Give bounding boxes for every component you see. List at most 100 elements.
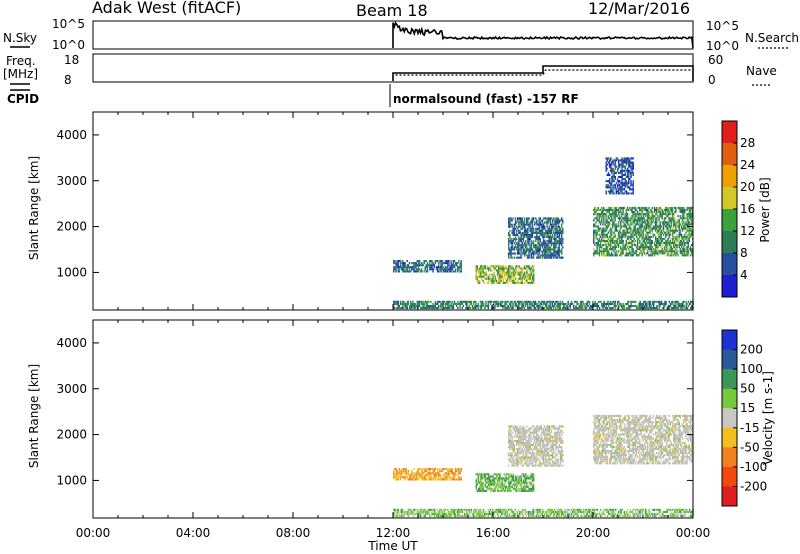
- echo-cell: [503, 473, 506, 476]
- echo-cell: [517, 433, 519, 436]
- echo-cell: [657, 237, 659, 240]
- echo-cell: [493, 300, 495, 303]
- echo-cell: [643, 219, 646, 222]
- echo-cell: [508, 487, 510, 490]
- echo-cell: [670, 208, 673, 211]
- echo-cell: [528, 441, 530, 444]
- echo-cell: [409, 300, 412, 303]
- echo-cell: [605, 186, 607, 189]
- echo-cell: [520, 273, 522, 276]
- echo-cell: [610, 188, 612, 191]
- echo-cell: [617, 159, 620, 162]
- echo-cell: [524, 223, 527, 226]
- echo-cell: [560, 223, 563, 226]
- echo-cell: [562, 302, 565, 305]
- echo-cell: [512, 475, 515, 478]
- echo-cell: [638, 246, 640, 249]
- echo-cell: [647, 213, 649, 216]
- echo-cell: [469, 302, 471, 305]
- echo-cell: [602, 431, 604, 434]
- echo-cell: [652, 217, 655, 220]
- echo-cell: [448, 472, 450, 475]
- echo-cell: [443, 270, 446, 273]
- echo-cell: [521, 431, 523, 434]
- echo-cell: [635, 254, 638, 257]
- echo-cell: [658, 229, 660, 232]
- echo-cell: [605, 190, 607, 193]
- echo-cell: [634, 233, 637, 236]
- echo-cell: [611, 227, 613, 230]
- echo-cell: [538, 300, 540, 303]
- echo-cell: [643, 237, 646, 240]
- echo-cell: [537, 433, 539, 436]
- echo-cell: [510, 242, 512, 245]
- echo-cell: [683, 206, 685, 209]
- echo-cell: [632, 250, 634, 253]
- echo-cell: [394, 468, 396, 471]
- echo-cell: [608, 161, 611, 164]
- echo-cell: [520, 236, 522, 239]
- echo-cell: [475, 273, 477, 276]
- echo-cell: [526, 250, 528, 253]
- echo-cell: [411, 266, 413, 269]
- echo-cell: [688, 248, 691, 251]
- echo-cell: [660, 233, 662, 236]
- echo-cell: [680, 217, 683, 220]
- echo-cell: [533, 456, 536, 459]
- echo-cell: [514, 267, 517, 270]
- echo-cell: [450, 476, 452, 479]
- echo-cell: [628, 169, 630, 172]
- echo-cell: [550, 217, 553, 220]
- echo-cell: [625, 192, 628, 195]
- echo-cell: [638, 223, 640, 226]
- echo-cell: [500, 265, 502, 268]
- echo-cell: [553, 441, 555, 444]
- echo-cell: [623, 229, 625, 232]
- echo-cell: [533, 221, 536, 224]
- echo-cell: [560, 446, 563, 449]
- echo-cell: [518, 242, 520, 245]
- echo-cell: [639, 300, 641, 303]
- echo-cell: [541, 456, 544, 459]
- echo-cell: [547, 437, 549, 440]
- echo-cell: [434, 474, 437, 477]
- echo-cell: [603, 235, 605, 238]
- echo-cell: [510, 277, 512, 280]
- echo-cell: [538, 454, 540, 457]
- echo-cell: [598, 423, 601, 426]
- echo-cell: [480, 489, 482, 492]
- echo-cell: [683, 300, 685, 303]
- echo-cell: [421, 264, 423, 267]
- echo-cell: [511, 279, 513, 282]
- echo-cell: [613, 239, 615, 242]
- echo-cell: [463, 300, 466, 303]
- echo-cell: [511, 300, 513, 303]
- echo-cell: [538, 244, 540, 247]
- echo-cell: [529, 456, 531, 459]
- echo-cell: [400, 302, 403, 305]
- echo-cell: [438, 300, 440, 303]
- echo-cell: [656, 300, 658, 303]
- echo-cell: [649, 231, 651, 234]
- echo-cell: [645, 223, 648, 226]
- echo-cell: [423, 307, 425, 310]
- echo-cell: [395, 474, 397, 477]
- echo-cell: [439, 266, 441, 269]
- echo-cell: [509, 433, 511, 436]
- echo-cell: [549, 238, 552, 241]
- echo-cell: [668, 244, 670, 247]
- echo-cell: [536, 227, 538, 230]
- echo-cell: [545, 250, 547, 253]
- echo-cell: [546, 450, 548, 453]
- echo-cell: [576, 307, 578, 310]
- echo-cell: [690, 219, 693, 222]
- echo-cell: [631, 248, 633, 251]
- echo-cell: [657, 254, 659, 257]
- echo-cell: [509, 236, 511, 239]
- echo-cell: [623, 231, 625, 234]
- echo-cell: [544, 244, 546, 247]
- echo-cell: [515, 238, 518, 241]
- echo-cell: [485, 267, 488, 270]
- echo-cell: [517, 233, 519, 236]
- echo-cell: [550, 231, 553, 234]
